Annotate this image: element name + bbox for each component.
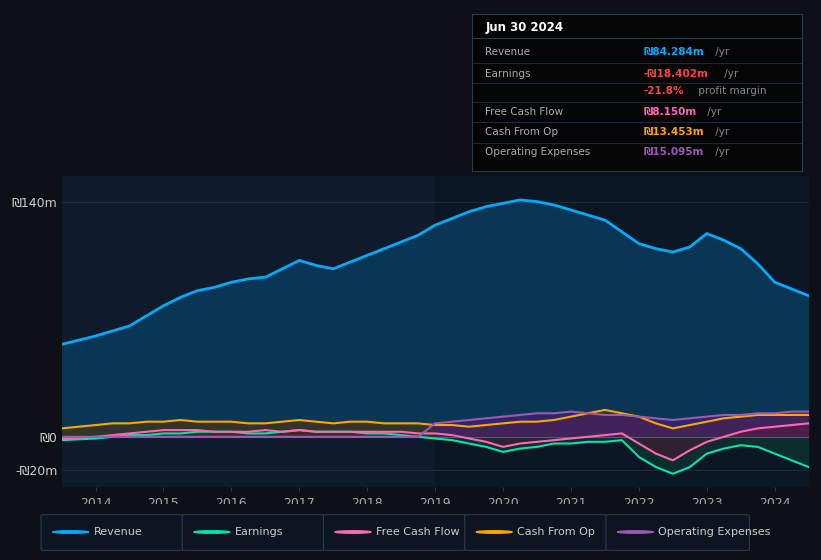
FancyBboxPatch shape <box>182 515 326 550</box>
Circle shape <box>476 531 512 533</box>
Text: -21.8%: -21.8% <box>644 86 684 96</box>
Text: -₪18.402m: -₪18.402m <box>644 68 709 78</box>
Text: Earnings: Earnings <box>235 527 283 537</box>
Text: Operating Expenses: Operating Expenses <box>485 147 590 157</box>
Text: Jun 30 2024: Jun 30 2024 <box>485 21 563 34</box>
FancyBboxPatch shape <box>465 515 608 550</box>
FancyBboxPatch shape <box>323 515 467 550</box>
Text: Free Cash Flow: Free Cash Flow <box>485 106 563 116</box>
Text: Operating Expenses: Operating Expenses <box>658 527 771 537</box>
FancyBboxPatch shape <box>606 515 750 550</box>
Text: /yr: /yr <box>713 147 730 157</box>
Text: /yr: /yr <box>713 48 730 58</box>
Text: Cash From Op: Cash From Op <box>517 527 595 537</box>
Circle shape <box>617 531 654 533</box>
Text: /yr: /yr <box>713 127 730 137</box>
Text: /yr: /yr <box>704 106 721 116</box>
Circle shape <box>53 531 89 533</box>
Text: ₪13.453m: ₪13.453m <box>644 127 704 137</box>
Circle shape <box>194 531 230 533</box>
Text: Earnings: Earnings <box>485 68 531 78</box>
Text: Revenue: Revenue <box>485 48 530 58</box>
Text: Cash From Op: Cash From Op <box>485 127 558 137</box>
Text: ₪84.284m: ₪84.284m <box>644 48 704 58</box>
Text: Free Cash Flow: Free Cash Flow <box>376 527 460 537</box>
Text: ₪8.150m: ₪8.150m <box>644 106 697 116</box>
Text: profit margin: profit margin <box>695 86 767 96</box>
FancyBboxPatch shape <box>41 515 185 550</box>
Text: ₪15.095m: ₪15.095m <box>644 147 704 157</box>
Text: Revenue: Revenue <box>94 527 142 537</box>
Text: /yr: /yr <box>721 68 738 78</box>
Circle shape <box>335 531 371 533</box>
Bar <box>435 176 809 487</box>
